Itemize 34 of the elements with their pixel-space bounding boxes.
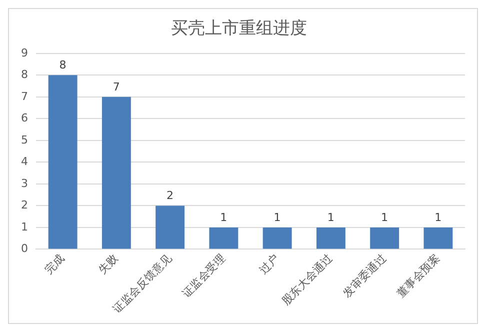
x-tick-label: 股东大会通过 [279, 252, 336, 308]
y-tick-label: 6 [21, 112, 28, 125]
data-label: 1 [381, 210, 388, 224]
chart-title: 买壳上市重组进度 [171, 18, 307, 39]
data-label: 1 [434, 210, 442, 224]
bar [209, 227, 238, 249]
bar [316, 227, 346, 249]
data-label: 8 [59, 58, 66, 72]
bar [48, 75, 78, 249]
y-tick-label: 7 [21, 90, 28, 103]
bar [424, 227, 453, 249]
data-label: 1 [274, 210, 281, 224]
x-tick-label: 完成 [42, 252, 67, 277]
bar [156, 206, 185, 249]
data-label: 7 [112, 80, 120, 94]
y-tick-label: 9 [21, 46, 28, 60]
x-tick-label: 失败 [96, 252, 121, 277]
y-tick-label: 4 [21, 155, 28, 168]
bar [370, 227, 400, 249]
x-tick-label: 过户 [256, 252, 282, 277]
bar [102, 96, 131, 249]
y-tick-label: 3 [21, 176, 28, 190]
y-tick-label: 8 [21, 68, 28, 82]
y-tick-label: 1 [21, 220, 28, 234]
x-tick-label: 发审委通过 [340, 252, 389, 300]
data-label: 1 [220, 210, 228, 224]
y-tick-label: 5 [21, 133, 28, 146]
data-label: 2 [166, 189, 174, 202]
data-label: 1 [327, 210, 334, 224]
x-tick-label: 证监会受理 [180, 252, 228, 300]
y-tick-label: 0 [21, 242, 28, 256]
y-tick-label: 2 [21, 198, 28, 212]
bar [262, 227, 292, 249]
x-tick-label: 董事会预案 [394, 252, 442, 300]
